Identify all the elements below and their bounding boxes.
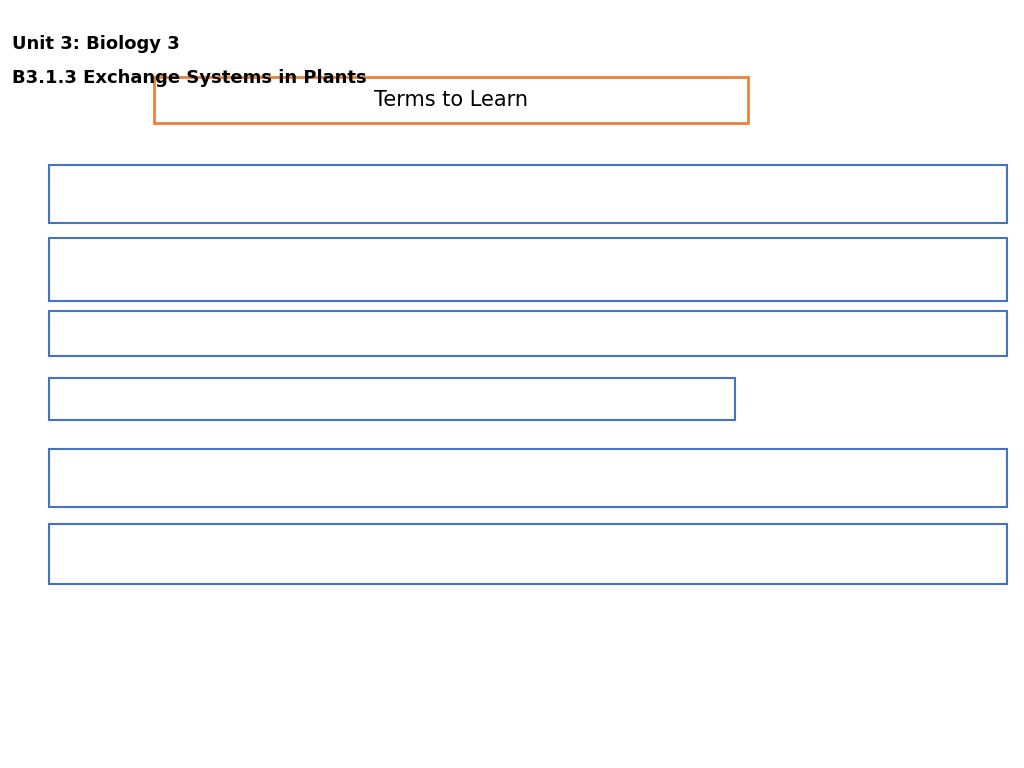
Text: AGAINST: AGAINST: [397, 325, 458, 339]
Text: a concentration gradient and /or across a cell membrane, using energy.: a concentration gradient and /or across …: [458, 325, 961, 339]
Text: Transpiration Stream – The movement of water through a plant from the roots to t: Transpiration Stream – The movement of w…: [59, 538, 907, 551]
Text: ALONG: ALONG: [59, 202, 109, 216]
Text: Active Transport -  the movement of substances: Active Transport - the movement of subst…: [59, 325, 397, 339]
Text: a concentration gradient.  Through a partially permeable membrane.: a concentration gradient. Through a part…: [109, 202, 594, 216]
Text: evaporation from the surface of the leaves.: evaporation from the surface of the leav…: [59, 561, 361, 574]
Text: Partially permeable membrane -   allowing only certain substances to pass throug: Partially permeable membrane - allowing …: [59, 392, 638, 406]
Text: a concentration gradient.   Through a partially permeable membrane: a concentration gradient. Through a part…: [229, 275, 716, 289]
Text: Transpiration – The loss of water vapour from the leaves of plants through stoma: Transpiration – The loss of water vapour…: [59, 463, 963, 477]
Text: Diffusion  -  the net movement of particles of a gas or a solute from an area of: Diffusion - the net movement of particle…: [59, 179, 974, 193]
Text: (concentrated) -: (concentrated) -: [59, 275, 181, 289]
Text: Unit 3: Biology 3: Unit 3: Biology 3: [12, 35, 180, 52]
Text: Terms to Learn: Terms to Learn: [374, 90, 527, 110]
Text: photosynthesis.: photosynthesis.: [59, 486, 169, 500]
Text: ALONG: ALONG: [181, 275, 229, 289]
Text: Osmosis – The net movement of water from an area of high concentration of water : Osmosis – The net movement of water from…: [59, 252, 976, 266]
Text: B3.1.3 Exchange Systems in Plants: B3.1.3 Exchange Systems in Plants: [12, 69, 367, 87]
